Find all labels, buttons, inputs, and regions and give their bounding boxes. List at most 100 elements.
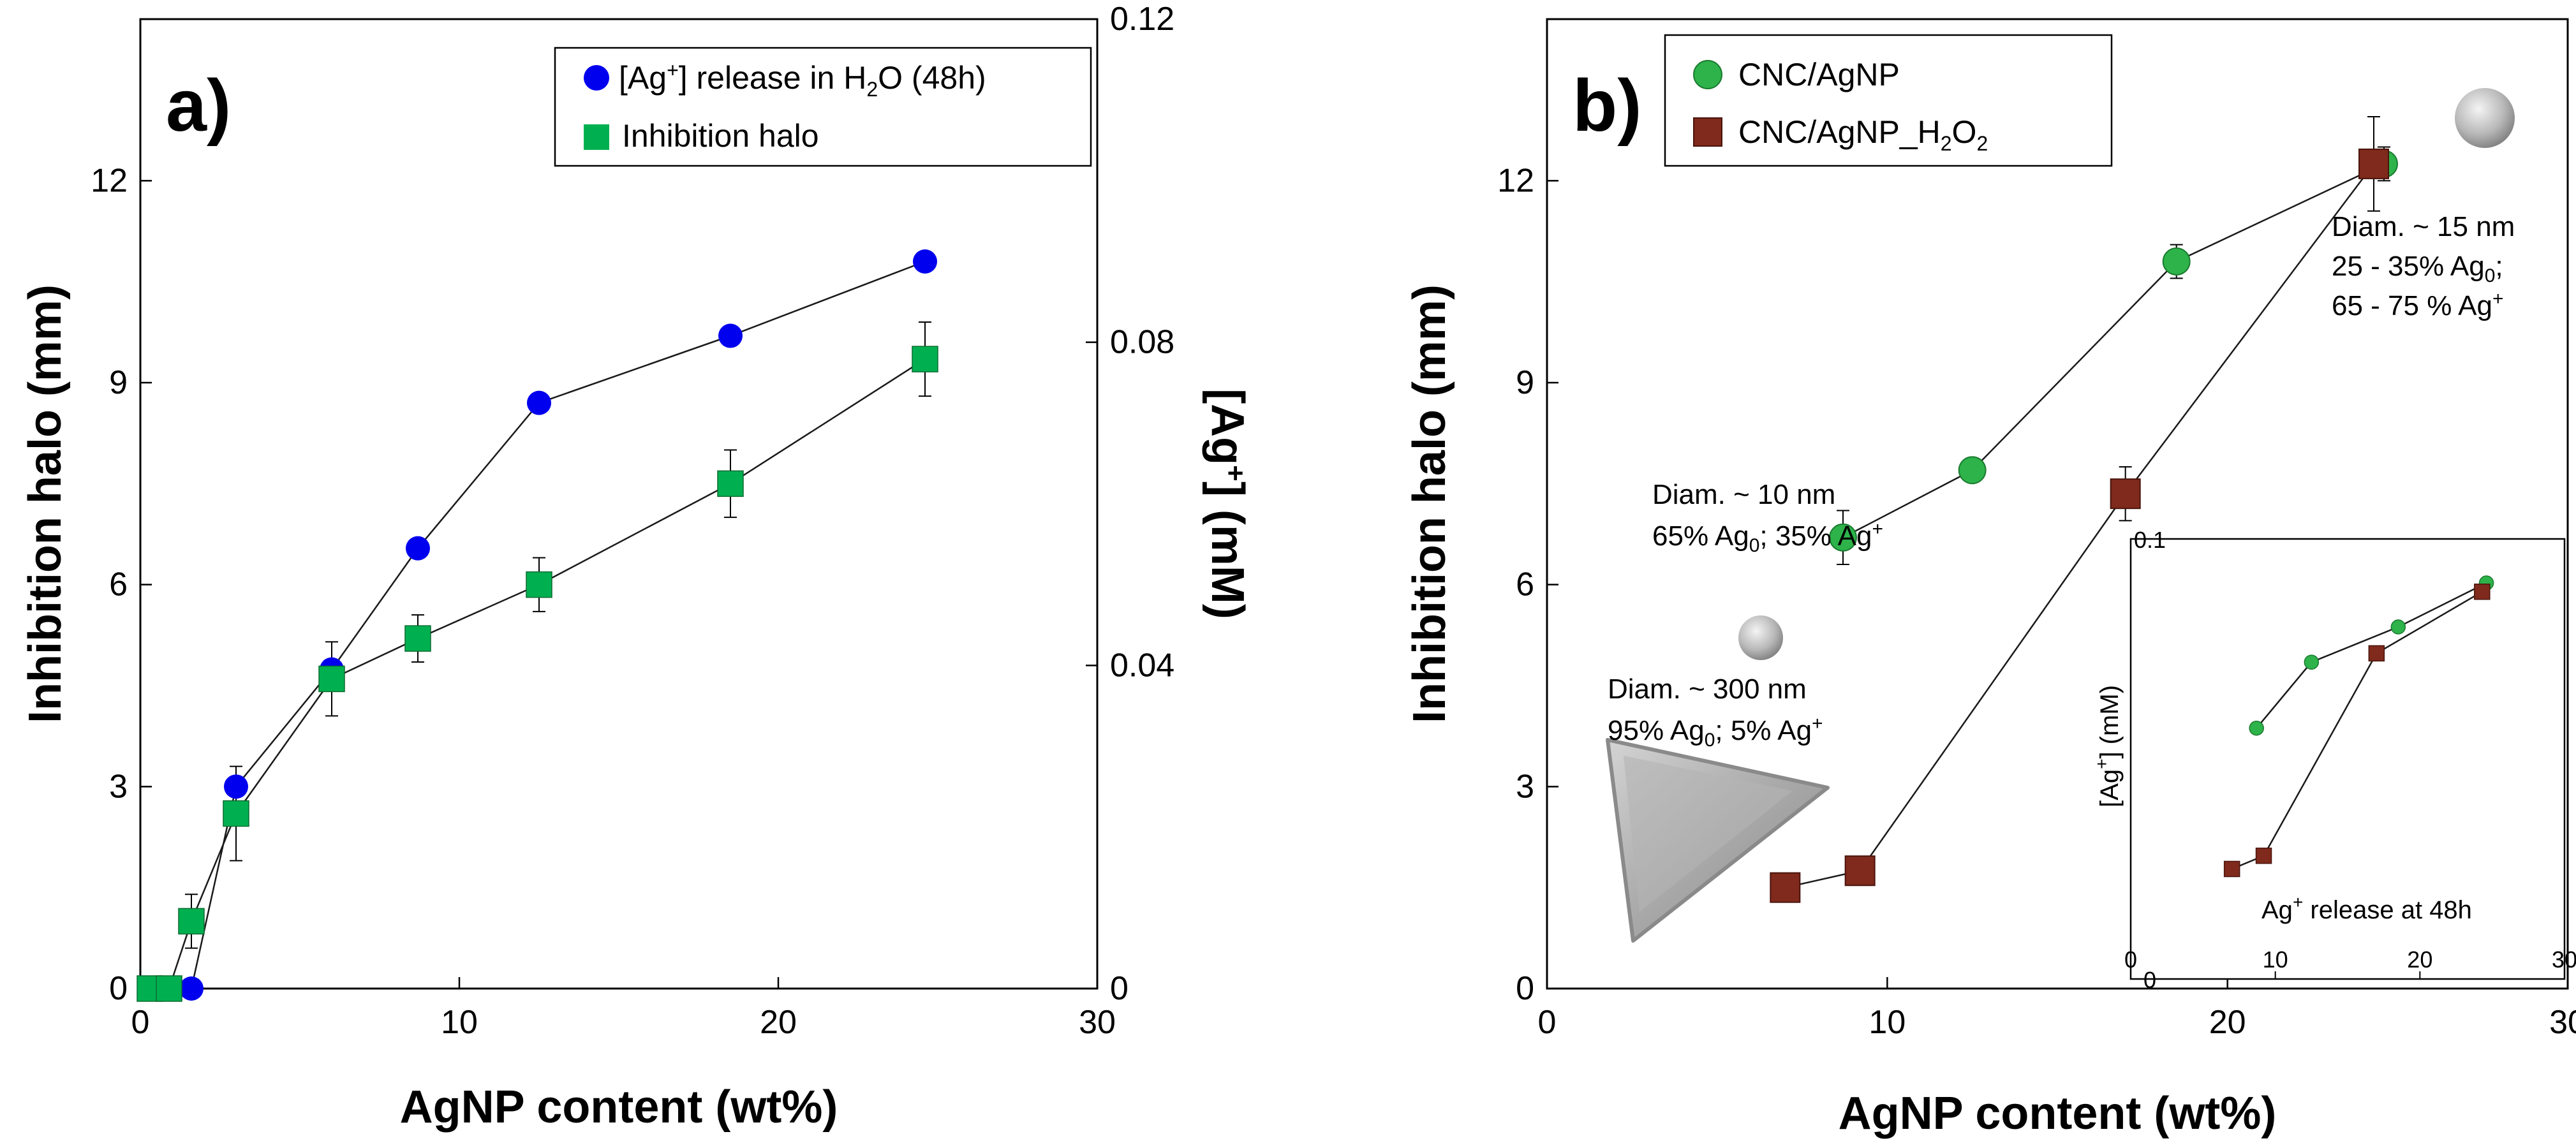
panel-b: 0 10 20 30 0 3 6 9 12 b) [1404, 18, 2576, 1139]
inset-y-tick-label: 0 [2143, 967, 2156, 993]
cnc-agnp-line [1842, 163, 2385, 538]
inhibition-halo-line [150, 358, 926, 990]
inset-ticks: 0 10 20 30 0 0.1 [2124, 527, 2576, 993]
x-tick-label: 0 [131, 1004, 150, 1041]
x-tick-label: 10 [1869, 1004, 1906, 1041]
x-tick-label: 30 [1079, 1004, 1116, 1041]
y2-tick-label: 0.08 [1110, 324, 1174, 361]
panel-b-y-axis-title: Inhibition halo (mm) [1404, 284, 1455, 723]
panel-a-legend: [Ag+] release in H2O (48h) Inhibition ha… [554, 47, 1092, 167]
inset-cnc-agnp-h2o2-point [2255, 848, 2272, 864]
cnc-agnp-point [1958, 456, 1987, 485]
panel-b-series-marks [1770, 116, 2398, 903]
inset-cnc-agnp-h2o2-point [2223, 860, 2240, 878]
medium-sphere-icon [2455, 88, 2515, 148]
panel-a-legend-box [554, 47, 1092, 167]
legend-item-cnc-agnp-h2o2: CNC/AgNP_H2O2 [1738, 114, 1988, 155]
y-tick-label: 6 [1516, 566, 1534, 603]
svg-text:Diam. ~ 300 nm: Diam. ~ 300 nm [1608, 673, 1807, 705]
cnc-agnp-h2o2-line [1785, 163, 2374, 888]
inhibition-halo-point [717, 470, 744, 497]
svg-text:Diam. ~ 10 nm: Diam. ~ 10 nm [1652, 479, 1835, 510]
panel-a: 0 10 20 30 0 3 6 9 12 0 0.04 0.08 0.12 a) [Ag+] re… [20, 1, 1253, 1133]
panel-b-legend: CNC/AgNP CNC/AgNP_H2O2 [1664, 34, 2113, 167]
cnc-agnp-point [1829, 523, 1857, 552]
panel-b-series-lines [1785, 163, 2385, 888]
inset-x-tick-label: 0 [2124, 946, 2137, 973]
svg-text:65 - 75 % Ag+: 65 - 75 % Ag+ [2332, 288, 2503, 321]
panel-a-series-lines [150, 260, 926, 990]
inset-cnc-agnp-h2o2-point [2474, 584, 2491, 600]
svg-text:65% Ag0; 35% Ag+: 65% Ag0; 35% Ag+ [1652, 519, 1883, 556]
annotation-10nm: Diam. ~ 10 nm 65% Ag0; 35% Ag+ [1652, 479, 1883, 556]
inhibition-halo-point [526, 571, 552, 598]
inhibition-halo-point [156, 975, 182, 1002]
inset-x-tick-label: 20 [2407, 946, 2432, 973]
panel-a-x-axis-title: AgNP content (wt%) [400, 1082, 838, 1133]
panel-a-plot-frame [139, 18, 1099, 990]
y-tick-label: 3 [1516, 768, 1534, 805]
x-tick-label: 20 [760, 1004, 797, 1041]
y-tick-label: 9 [109, 364, 128, 401]
cnc-agnp-point [2162, 247, 2191, 276]
ag-release-point [406, 536, 430, 561]
small-sphere-icon [1738, 615, 1783, 660]
legend-green-circle-icon [1693, 60, 1722, 89]
legend-blue-circle-icon [584, 65, 609, 91]
inset-cnc-agnp-point [2249, 720, 2264, 736]
panel-b-x-axis-title: AgNP content (wt%) [1839, 1088, 2277, 1139]
cnc-agnp-h2o2-point [1844, 855, 1876, 887]
inset-plot-frame [2129, 538, 2566, 980]
inset-title: Ag+ release at 48h [2261, 892, 2472, 924]
x-tick-label: 30 [2549, 1004, 2576, 1041]
panel-a-label: a) [166, 65, 231, 147]
x-tick-label: 0 [1538, 1004, 1557, 1041]
inhibition-halo-point [912, 346, 938, 372]
inset-series-lines [2232, 582, 2487, 870]
svg-text:95% Ag0; 5% Ag+: 95% Ag0; 5% Ag+ [1608, 713, 1823, 751]
inset-x-tick-label: 30 [2552, 946, 2576, 973]
panel-b-x-ticks: 0 10 20 30 [1538, 977, 2576, 1041]
ag-release-point [527, 390, 551, 415]
annotation-15nm: Diam. ~ 15 nm 25 - 35% Ag0; 65 - 75 % Ag… [2332, 211, 2515, 321]
cnc-agnp-h2o2-point [2358, 148, 2389, 179]
y-tick-label: 0 [109, 970, 128, 1007]
y-tick-label: 12 [91, 162, 128, 199]
panel-b-label: b) [1573, 65, 1642, 147]
inset-x-tick-label: 10 [2263, 946, 2288, 973]
inset-cnc-agnp-h2o2-line [2232, 591, 2483, 870]
y-tick-label: 12 [1497, 162, 1534, 199]
triangle-plate-icon [1606, 738, 1830, 943]
svg-text:25 - 35% Ag0;: 25 - 35% Ag0; [2332, 251, 2503, 286]
cnc-agnp-h2o2-point [2110, 478, 2141, 510]
legend-item-cnc-agnp: CNC/AgNP [1738, 57, 1900, 92]
ag-release-line [150, 260, 926, 990]
x-tick-label: 10 [441, 1004, 478, 1041]
panel-a-series-marks [137, 249, 938, 1002]
panel-a-y-ticks: 0 3 6 9 12 [91, 162, 152, 1007]
x-tick-label: 20 [2209, 1004, 2246, 1041]
legend-item-inhibition-halo: Inhibition halo [622, 118, 819, 154]
inhibition-halo-point [404, 625, 431, 652]
legend-brown-square-icon [1693, 117, 1722, 147]
y2-tick-label: 0 [1110, 970, 1129, 1007]
cnc-agnp-h2o2-point [1770, 872, 1801, 903]
ag-release-point [718, 323, 743, 348]
panel-b-inset: 0 10 20 30 0 0.1 Ag+ release at 48h [Ag+] (mM… [2092, 527, 2576, 993]
y2-tick-label: 0.04 [1110, 647, 1174, 684]
y-tick-label: 9 [1516, 364, 1534, 401]
panel-b-legend-box [1664, 34, 2113, 167]
ag-release-point [179, 976, 204, 1001]
annotation-300nm: Diam. ~ 300 nm 95% Ag0; 5% Ag+ [1608, 673, 1823, 751]
inset-cnc-agnp-line [2256, 582, 2487, 729]
inset-series-marks [2223, 575, 2494, 878]
ag-release-point [224, 774, 248, 799]
y-tick-label: 0 [1516, 970, 1534, 1007]
inset-cnc-agnp-point [2304, 654, 2320, 670]
inhibition-halo-point [178, 908, 205, 935]
legend-item-ag-release: [Ag+] release in H2O (48h) [619, 59, 986, 101]
panel-b-y-ticks: 0 3 6 9 12 [1497, 162, 1558, 1007]
inhibition-halo-point [318, 665, 345, 693]
svg-text:Diam. ~ 15 nm: Diam. ~ 15 nm [2332, 211, 2515, 242]
